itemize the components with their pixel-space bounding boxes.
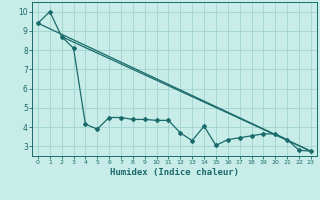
X-axis label: Humidex (Indice chaleur): Humidex (Indice chaleur) [110,168,239,177]
